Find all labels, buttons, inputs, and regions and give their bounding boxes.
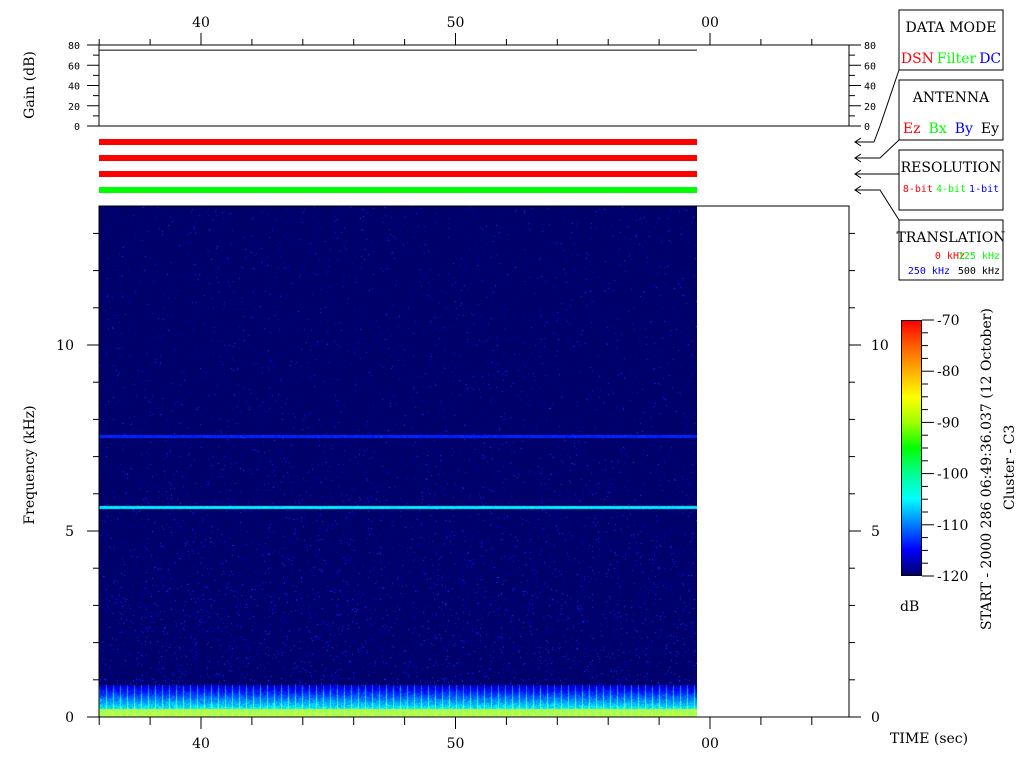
legend-item: 1-bit: [969, 184, 999, 195]
gain-axis-label: Gain (dB): [22, 51, 38, 119]
gain-tick-label: 0: [74, 122, 80, 133]
legend-title: DATA MODE: [906, 20, 997, 36]
gain-tick-label: 20: [864, 102, 876, 113]
colorbar-tick-label: -80: [937, 364, 960, 380]
time-tick-label: 00: [701, 15, 719, 31]
legend-item: DC: [979, 51, 1001, 67]
legend-item: 500 kHz: [958, 266, 1000, 277]
colorbar-tick-label: -100: [937, 467, 968, 483]
frequency-tick-label: 5: [65, 524, 74, 540]
legend-box-resolution: [898, 149, 1004, 211]
gain-tick-label: 0: [864, 122, 870, 133]
legend-item: 4-bit: [936, 184, 966, 195]
legend-item: DSN: [901, 51, 934, 67]
legend-box-antenna: [898, 79, 1004, 141]
frequency-tick-label: 5: [871, 524, 880, 540]
gain-tick-label: 60: [864, 61, 876, 72]
frequency-tick-label: 10: [871, 338, 889, 354]
time-tick-label: 50: [447, 15, 465, 31]
colorbar-tick-label: -90: [937, 415, 960, 431]
mode-bar: [99, 155, 697, 161]
legend-connector: [874, 139, 900, 159]
mode-bar: [99, 171, 697, 177]
colorbar-unit: dB: [900, 599, 919, 615]
legend-item: Ez: [903, 121, 921, 137]
legend-item: 0 kHz: [935, 251, 965, 262]
gain-tick-label: 20: [68, 102, 80, 113]
mode-arrow: [854, 185, 874, 195]
legend-items: Ez Bx By Ey: [903, 121, 999, 137]
mode-arrow: [854, 137, 874, 147]
colorbar-tick-label: -110: [937, 518, 968, 534]
legend-title: ANTENNA: [912, 90, 990, 106]
spectrogram-frame: [98, 205, 850, 718]
time-tick-label: 40: [192, 736, 210, 752]
legend-item: Ey: [981, 121, 999, 137]
gain-tick-label: 40: [864, 82, 876, 93]
legend-title: RESOLUTION: [901, 160, 1002, 176]
frequency-tick-label: 10: [56, 338, 74, 354]
legend-item: 250 kHz: [908, 266, 950, 277]
colorbar: [901, 320, 922, 576]
mode-bar: [99, 139, 697, 145]
mode-arrow: [854, 169, 874, 179]
time-tick-label: 50: [447, 736, 465, 752]
legend-item: 125 kHz: [958, 251, 1000, 262]
mode-arrow: [854, 153, 874, 163]
colorbar-tick-label: -70: [937, 313, 960, 329]
spacecraft-label: Cluster - C3: [1002, 425, 1018, 510]
legend-title: TRANSLATION: [896, 230, 1005, 246]
gain-tick-label: 80: [864, 41, 876, 52]
legend-item: 8-bit: [903, 184, 933, 195]
frequency-tick-label: 0: [65, 710, 74, 726]
frequency-tick-label: 0: [871, 710, 880, 726]
legend-item: Filter: [937, 51, 977, 67]
legend-item: Bx: [929, 121, 947, 137]
legend-connector: [873, 69, 900, 143]
legend-connector: [874, 189, 900, 221]
gain-tick-label: 60: [68, 61, 80, 72]
legend-box-translation: [898, 219, 1004, 281]
frequency-axis-label: Frequency (kHz): [22, 405, 38, 524]
gain-panel-frame: [98, 44, 850, 127]
legend-items: 8-bit 4-bit 1-bit: [903, 184, 999, 195]
time-tick-label: 40: [192, 15, 210, 31]
mode-bar: [99, 187, 697, 193]
legend-item: By: [955, 121, 973, 137]
time-axis-label: TIME (sec): [890, 731, 968, 747]
gain-tick-label: 80: [68, 41, 80, 52]
spectrogram-image: [99, 206, 697, 717]
colorbar-tick-label: -120: [937, 569, 968, 585]
legend-items: DSN Filter DC: [901, 51, 1001, 67]
gain-tick-label: 40: [68, 82, 80, 93]
legend-box-data-mode: [898, 9, 1004, 71]
start-time-label: START - 2000 286 06:49:36.037 (12 Octobe…: [979, 308, 995, 630]
time-tick-label: 00: [701, 736, 719, 752]
